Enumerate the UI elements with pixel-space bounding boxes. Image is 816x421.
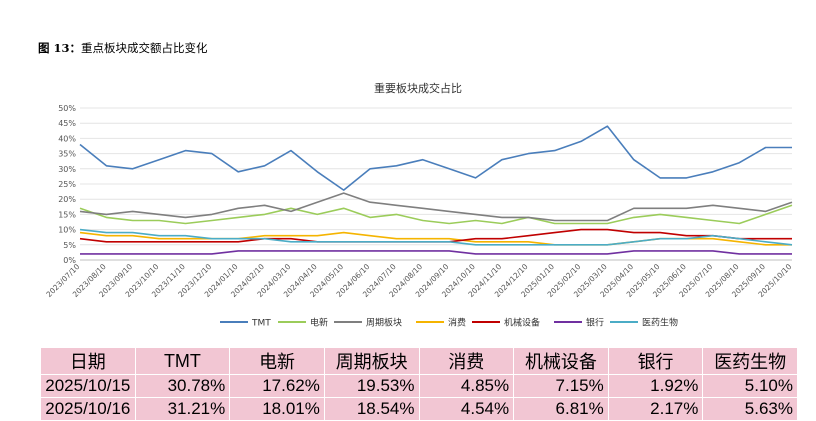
series-line — [79, 125, 792, 191]
table-cell: 2.17% — [607, 397, 704, 421]
x-axis: 2023/07/102023/08/102023/09/102023/10/10… — [44, 262, 793, 299]
table-header-cell: 日期 — [40, 347, 136, 375]
table-cell: 18.01% — [229, 397, 325, 421]
table-header-cell: 银行 — [607, 347, 704, 375]
legend-label: 消费 — [448, 317, 466, 329]
legend-label: 银行 — [586, 317, 604, 329]
y-tick-label: 45% — [58, 119, 76, 128]
data-table: 日期 TMT 电新 周期板块 消费 机械设备 银行 医药生物 2025/10/15 30.78%… — [40, 347, 798, 421]
table-cell: 4.54% — [418, 397, 515, 421]
table-header-cell: TMT — [134, 347, 231, 375]
y-tick-label: 50% — [58, 104, 76, 113]
line-chart: 重要板块成交占比 0% 5% 10% 15% 20% 25% 30% 35% 40% 45% 50%… — [44, 81, 793, 329]
table-row: 2025/10/16 31.21% 18.01% 18.54% 4.54% 6.81% 2.… — [40, 397, 798, 421]
legend-label: 周期板块 — [366, 317, 402, 329]
figure-title: 重点板块成交额占比变化 — [81, 41, 208, 55]
figure-caption: 图 13：重点板块成交额占比变化 — [38, 40, 208, 56]
table-cell: 30.78% — [134, 374, 231, 398]
chart-legend: TMT 电新 周期板块 消费 机械设备 银行 医药生物 — [220, 317, 678, 329]
table-body: 2025/10/15 30.78% 17.62% 19.53% 4.85% 7.15% 1.… — [40, 374, 798, 421]
series-line — [80, 250, 792, 255]
legend-label: TMT — [251, 319, 271, 329]
table-cell: 2025/10/15 — [40, 374, 136, 398]
table-row: 2025/10/15 30.78% 17.62% 19.53% 4.85% 7.15% 1.… — [40, 374, 798, 398]
y-tick-label: 5% — [63, 241, 76, 250]
y-tick-label: 35% — [58, 150, 76, 159]
legend-label: 电新 — [310, 317, 328, 329]
chart-grid — [80, 107, 792, 261]
y-axis: 0% 5% 10% 15% 20% 25% 30% 35% 40% 45% 50% — [58, 104, 76, 265]
table-cell: 7.15% — [513, 374, 609, 398]
y-tick-label: 20% — [58, 195, 76, 204]
table-header-cell: 周期板块 — [323, 347, 420, 375]
table-cell: 17.62% — [229, 374, 325, 398]
y-tick-label: 25% — [58, 180, 76, 189]
table-cell: 2025/10/16 — [40, 397, 136, 421]
table-cell: 31.21% — [134, 397, 231, 421]
table-cell: 18.54% — [323, 397, 420, 421]
series-line — [79, 204, 793, 225]
series-line — [79, 228, 793, 246]
table-cell: 1.92% — [607, 374, 704, 398]
table-header-cell: 电新 — [229, 347, 325, 375]
table-cell: 19.53% — [323, 374, 420, 398]
table-cell: 5.10% — [702, 374, 798, 398]
figure-number: 图 13： — [38, 41, 82, 55]
table-header-cell: 医药生物 — [702, 347, 798, 375]
table-cell: 5.63% — [702, 397, 798, 421]
table-header-row: 日期 TMT 电新 周期板块 消费 机械设备 银行 医药生物 — [40, 347, 798, 375]
legend-label: 机械设备 — [504, 317, 540, 329]
series-lines — [79, 125, 793, 255]
legend-label: 医药生物 — [642, 317, 678, 329]
chart-title: 重要板块成交占比 — [374, 81, 462, 95]
table-cell: 4.85% — [418, 374, 515, 398]
table-header-cell: 消费 — [418, 347, 515, 375]
y-tick-label: 0% — [63, 256, 76, 265]
table-cell: 6.81% — [513, 397, 609, 421]
y-tick-label: 30% — [58, 165, 76, 174]
y-tick-label: 15% — [58, 210, 76, 219]
series-line — [79, 192, 793, 222]
y-tick-label: 40% — [58, 134, 76, 143]
y-tick-label: 10% — [58, 226, 76, 235]
table-header-cell: 机械设备 — [513, 347, 609, 375]
